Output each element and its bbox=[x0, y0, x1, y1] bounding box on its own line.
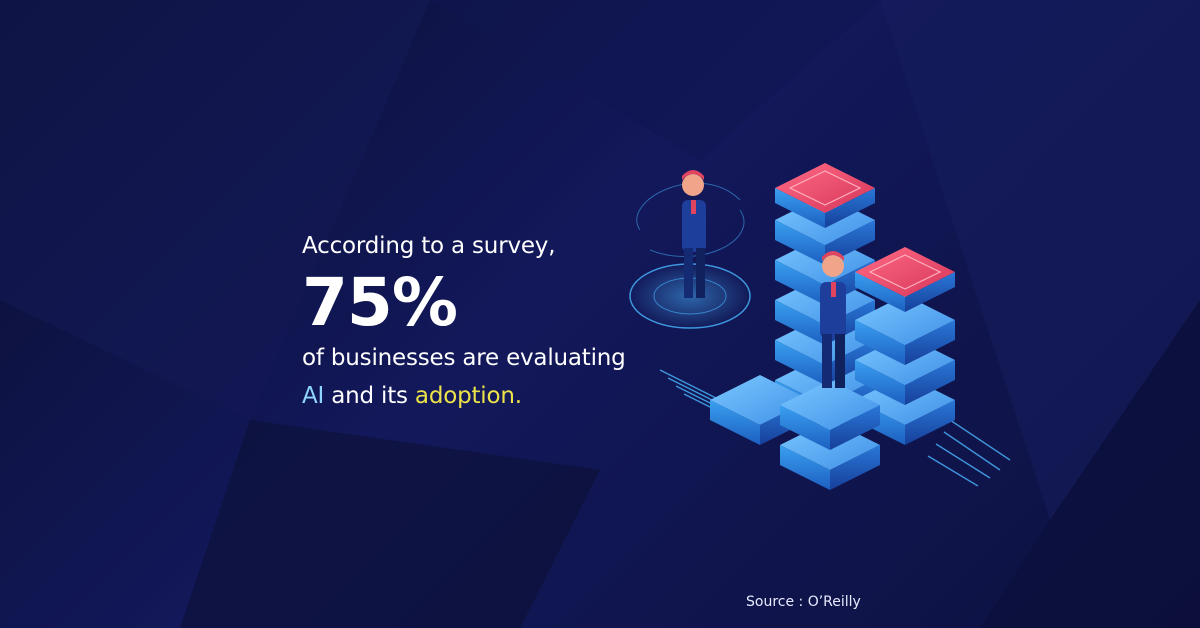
headline-line4: AI and its adoption. bbox=[302, 378, 626, 414]
highlight-ai: AI bbox=[302, 383, 325, 409]
headline-intro: According to a survey, bbox=[302, 233, 556, 259]
source-credit: Source : O’Reilly bbox=[746, 594, 861, 610]
server-stack-icon bbox=[855, 247, 955, 445]
businessman-icon bbox=[820, 251, 846, 388]
headline-block: According to a survey, 75% of businesses… bbox=[302, 226, 626, 414]
businessman-icon bbox=[682, 170, 706, 298]
headline-stat: 75% bbox=[302, 264, 458, 341]
highlight-adoption: adoption. bbox=[414, 383, 522, 409]
server-illustration bbox=[628, 163, 1011, 490]
server-pedestal-icon bbox=[780, 380, 880, 490]
headline-line3: of businesses are evaluating bbox=[302, 345, 626, 371]
headline-connector: and its bbox=[324, 383, 415, 409]
